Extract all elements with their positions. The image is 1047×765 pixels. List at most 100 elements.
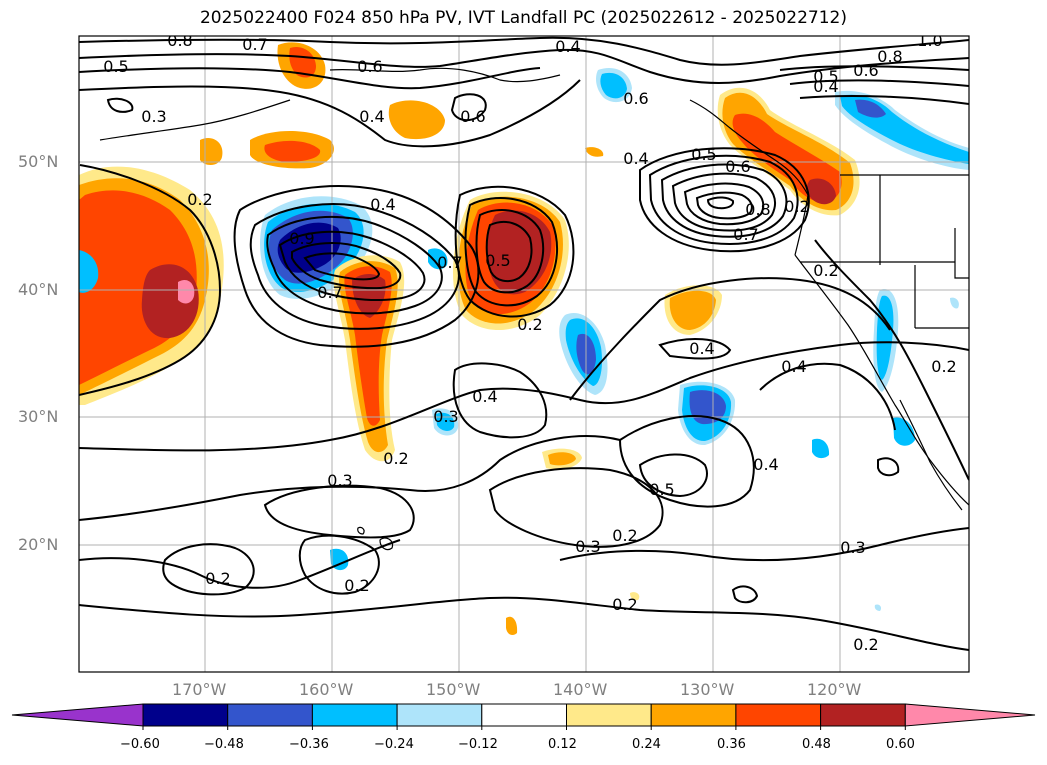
contour-low-ne-2 (648, 154, 799, 245)
shading-central-darkred (487, 210, 552, 295)
contour-label: 0.4 (689, 339, 714, 358)
contour-low-mid (79, 164, 222, 396)
contour-low-ne-7 (706, 196, 735, 210)
contour-broad-2 (569, 277, 891, 401)
colorbar-segment (820, 703, 906, 727)
contour-label: 0.2 (517, 315, 542, 334)
lon-label: 150°W (426, 680, 481, 699)
contour-eq-1 (759, 362, 896, 431)
coastline-ca (794, 254, 969, 506)
lon-label: 140°W (553, 680, 608, 699)
contour-label: 0.2 (612, 595, 637, 614)
contour-label: 0.4 (753, 455, 778, 474)
colorbar (11, 703, 1036, 730)
contour-label: 0.6 (357, 57, 382, 76)
contour-south-5 (263, 484, 415, 539)
contour-north-1 (79, 36, 969, 66)
contour-label: 0.3 (141, 107, 166, 126)
contour-label: 0.7 (437, 253, 462, 272)
lat-label: 20°N (18, 535, 59, 554)
contour-label: 0.2 (931, 357, 956, 376)
contour-outer-low (233, 185, 480, 348)
contour-low-6 (303, 252, 381, 281)
contour-label: 0.2 (383, 449, 408, 468)
shading-blue-610-c (600, 72, 627, 99)
shading-blue-905 (893, 417, 915, 446)
lon-label: 160°W (299, 680, 354, 699)
contour-low-4 (278, 230, 426, 302)
contour-label: 1.0 (917, 31, 942, 50)
colorbar-segment (311, 703, 398, 727)
lat-label: 40°N (18, 280, 59, 299)
coastline-hawaii-1 (379, 537, 394, 551)
colorbar-segment (566, 703, 652, 727)
colorbar-extend-max (904, 703, 1036, 727)
chart-title: 2025022400 F024 850 hPa PV, IVT Landfall… (199, 8, 847, 28)
contour-low-3 (266, 215, 443, 315)
colorbar-segment (650, 703, 737, 727)
contour-label: 0.2 (784, 197, 809, 216)
colorbar-tick-label: 0.24 (632, 737, 661, 752)
contour-broad-3 (618, 415, 755, 508)
contour-broad-4 (638, 453, 708, 498)
contour-label: 0.5 (649, 480, 674, 499)
shading-n2-red (264, 140, 321, 162)
contour-label: 0.4 (623, 149, 648, 168)
shading-ne-blue-m (855, 99, 886, 118)
shading-n4 (388, 100, 445, 140)
shading-west-pink (178, 279, 195, 304)
colorbar-tick-label: −0.48 (204, 737, 244, 752)
contour-north-9 (106, 97, 134, 113)
contour-label: 0.6 (725, 157, 750, 176)
colorbar-tick-label: 0.60 (886, 737, 915, 752)
shading-plume-darkred (352, 274, 386, 318)
contour-broad-5 (658, 338, 732, 360)
contour-low-5 (291, 242, 402, 290)
contour-label: 0.6 (853, 61, 878, 80)
contour-north-5 (779, 65, 969, 71)
contour-label: 0.4 (813, 77, 838, 96)
lat-label: 50°N (18, 152, 59, 171)
contour-label: 0.8 (877, 47, 902, 66)
colorbar-tick-label: 0.48 (802, 737, 831, 752)
contour-broad-1 (79, 341, 969, 452)
contour-label: 0.4 (472, 387, 497, 406)
contour-label: 0.3 (840, 538, 865, 557)
colorbar-tick-label: −0.12 (458, 737, 498, 752)
contour-high-2 (464, 197, 558, 307)
lon-label: 130°W (680, 680, 735, 699)
contour-south-9 (731, 585, 759, 604)
contour-west-coast (814, 239, 969, 481)
shading-n1-red (289, 46, 316, 78)
contour-pacific-1 (452, 362, 548, 439)
shading-blue-340 (330, 548, 349, 571)
colorbar-extend-min (11, 703, 144, 727)
contour-label: 0.2 (813, 261, 838, 280)
contour-label: 0.2 (205, 569, 230, 588)
contour-label: 0.2 (344, 576, 369, 595)
shading-blue-880 (874, 604, 882, 611)
shading-n5 (585, 147, 604, 157)
contour-south-8 (559, 527, 969, 562)
shading-orange-510 (506, 616, 518, 636)
pv-contour-layer (79, 36, 969, 651)
coastline-bc (689, 99, 809, 196)
contour-label: 0.2 (612, 526, 637, 545)
colorbar-segment (227, 703, 313, 727)
colorbar-segment (142, 703, 229, 727)
lat-label: 30°N (18, 407, 59, 426)
contour-label: 0.4 (359, 107, 384, 126)
shading-n3 (200, 137, 223, 166)
contour-low-ne-5 (683, 182, 765, 226)
contour-label: 0.4 (781, 357, 806, 376)
contour-label: 0.7 (242, 35, 267, 54)
shading-orange-690-o (669, 290, 716, 330)
contour-label: 0.5 (691, 145, 716, 164)
coastline-aleutians (99, 99, 291, 141)
contour-label: 0.2 (187, 190, 212, 209)
shading-ne-darkred (806, 178, 836, 205)
shading-west-blue (79, 250, 99, 293)
contour-south-3 (162, 543, 255, 596)
contour-north-7 (799, 95, 969, 105)
shading-orange-635 (630, 592, 640, 601)
